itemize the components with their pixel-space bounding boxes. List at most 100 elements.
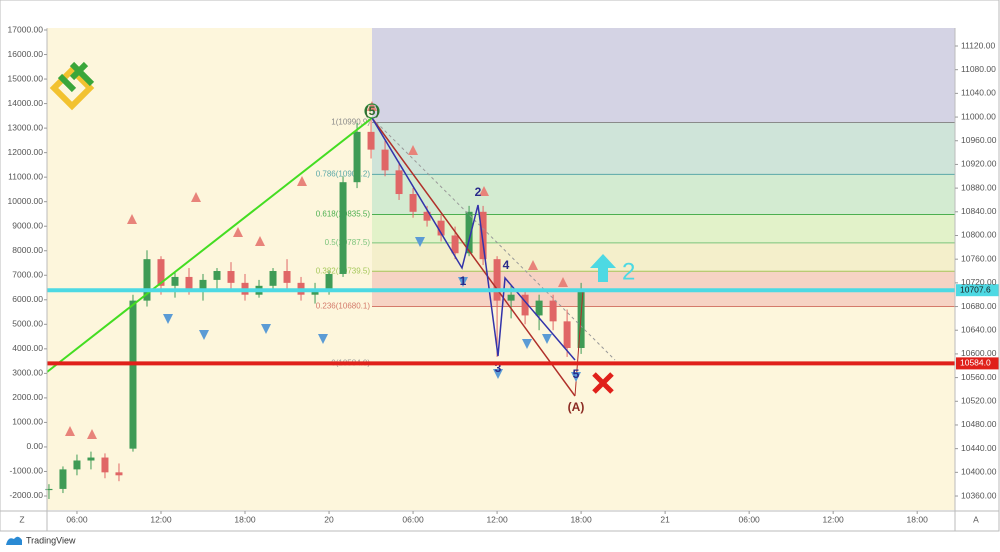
x-tick-label: 21 <box>660 514 670 524</box>
wave-label: 3 <box>495 361 502 375</box>
x-tick-label: 20 <box>324 514 334 524</box>
y2-tick-label: 11120.00 <box>961 40 995 50</box>
y-tick-label: 12000.00 <box>8 147 44 157</box>
y2-tick-label: 10840.00 <box>961 206 997 216</box>
candle-body <box>143 259 151 301</box>
y-tick-label: 5000.00 <box>12 319 43 329</box>
candle-body <box>73 460 81 470</box>
target-label: 2 <box>622 258 635 285</box>
fractal-up <box>65 426 75 436</box>
fractal-up <box>233 227 243 237</box>
candle-body <box>87 457 95 461</box>
fractal-down <box>571 372 581 382</box>
candle-body <box>101 457 109 473</box>
fib-zone <box>372 306 955 364</box>
y2-tick-label: 10960.00 <box>961 135 997 145</box>
fib-zone <box>372 28 955 123</box>
y2-tick-label: 10760.00 <box>961 253 997 263</box>
fib-label: 0.236(10680.1) <box>316 302 371 311</box>
y-tick-label: 0.00 <box>26 441 43 451</box>
fractal-up <box>127 214 137 224</box>
wave-line <box>371 117 576 397</box>
y2-tick-label: 11000.00 <box>961 111 996 121</box>
fib-label: 1(10990.9) <box>331 118 370 127</box>
price-label-box <box>956 357 999 370</box>
y2-tick-label: 10720.00 <box>961 277 997 287</box>
fractal-down <box>458 277 468 287</box>
fractal-up <box>367 101 377 111</box>
wave-label: 1 <box>460 274 467 288</box>
y2-tick-label: 10680.00 <box>961 301 997 311</box>
fractal-up <box>479 186 489 196</box>
corner-button[interactable]: Z <box>19 514 24 524</box>
y2-tick-label: 10600.00 <box>961 348 997 358</box>
fractal-down <box>522 339 532 349</box>
candle-body <box>367 131 375 150</box>
fractal-up <box>87 429 97 439</box>
fractal-down <box>542 334 552 344</box>
y-tick-label: 4000.00 <box>12 343 43 353</box>
candle-body <box>437 220 445 236</box>
x-tick-label: 06:00 <box>66 514 88 524</box>
y2-tick-label: 11040.00 <box>961 88 996 98</box>
candle-body <box>59 469 67 489</box>
y-tick-label: 17000.00 <box>8 24 44 34</box>
wave-label: 2 <box>475 185 482 199</box>
fractal-up <box>528 260 538 270</box>
y-tick-label: 11000.00 <box>8 171 43 181</box>
up-fractals <box>65 101 568 439</box>
wave-label: 4 <box>503 258 510 272</box>
y-tick-label: 16000.00 <box>8 49 44 59</box>
y-tick-label: 2000.00 <box>12 392 43 402</box>
candle-body <box>451 235 459 254</box>
y-tick-label: 15000.00 <box>8 73 44 83</box>
cross-mark <box>592 372 614 394</box>
y-tick-label: 7000.00 <box>12 270 43 280</box>
fib-label: 0.5(10787.5) <box>325 238 371 247</box>
logo-shape <box>49 65 95 111</box>
candle-body <box>325 273 333 289</box>
y2-tick-label: 10640.00 <box>961 324 997 334</box>
y2-tick-label: 10400.00 <box>961 467 997 477</box>
fractal-down <box>493 369 503 379</box>
y-tick-label: 13000.00 <box>8 122 44 132</box>
fib-zone <box>372 242 955 272</box>
fractal-up <box>558 277 568 287</box>
logo <box>49 61 95 111</box>
candle-body <box>115 472 123 476</box>
drawings: (5) 1 2 3 4 5 (A) 2 <box>46 61 635 439</box>
fractal-down <box>261 324 271 334</box>
candle-body <box>339 182 347 274</box>
x-tick-label: 06:00 <box>739 514 761 524</box>
price-label: 10584.0 <box>960 358 991 368</box>
y2-tick-label: 10440.00 <box>961 443 997 453</box>
wave-circle <box>364 103 380 119</box>
fib-zone <box>372 122 955 175</box>
fractal-down <box>318 334 328 344</box>
y-tick-label: 6000.00 <box>12 294 43 304</box>
fractal-down <box>163 314 173 324</box>
y2-tick-label: 10480.00 <box>961 419 997 429</box>
fractal-up <box>191 192 201 202</box>
candle-body <box>283 271 291 283</box>
candle-body <box>157 259 165 286</box>
corner-button[interactable]: A <box>973 514 979 524</box>
candle-body <box>395 170 403 195</box>
candle-body <box>185 276 193 292</box>
candle-body <box>521 294 529 316</box>
y-tick-label: 1000.00 <box>12 417 43 427</box>
trend-line <box>46 117 373 373</box>
candle-body <box>563 321 571 348</box>
x-tick-label: 06:00 <box>402 514 424 524</box>
candle-body <box>129 300 137 449</box>
candle-body <box>199 279 207 292</box>
fib-label: 0.786(10903.2) <box>316 169 371 178</box>
candle-body <box>479 211 487 260</box>
candle-body <box>171 276 179 286</box>
candle-body <box>535 300 543 316</box>
up-arrow <box>590 254 616 282</box>
y2-tick-label: 10520.00 <box>961 396 997 406</box>
fib-zone <box>372 174 955 215</box>
fractal-down <box>199 330 209 340</box>
